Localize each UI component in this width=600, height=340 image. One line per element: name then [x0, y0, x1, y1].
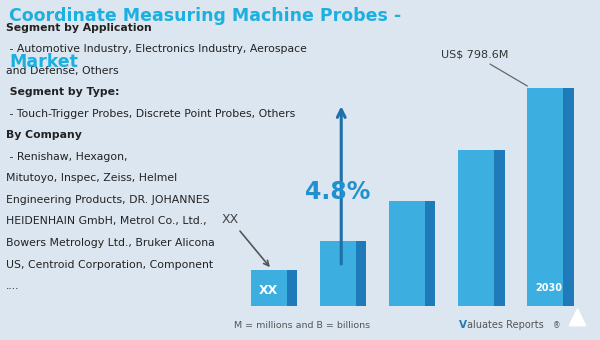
Bar [389, 201, 425, 306]
Polygon shape [287, 270, 297, 306]
Text: XX: XX [222, 213, 269, 266]
Polygon shape [425, 201, 436, 306]
Text: XX: XX [259, 284, 278, 297]
Text: M = millions and B = billions: M = millions and B = billions [234, 321, 370, 330]
Bar [320, 241, 356, 306]
Text: aluates Reports: aluates Reports [467, 320, 544, 330]
Text: ....: .... [6, 281, 19, 291]
Text: and Defense, Others: and Defense, Others [6, 66, 119, 76]
Text: Coordinate Measuring Machine Probes -: Coordinate Measuring Machine Probes - [9, 7, 401, 25]
Text: - Renishaw, Hexagon,: - Renishaw, Hexagon, [6, 152, 128, 162]
Bar [458, 150, 494, 306]
Text: ®: ® [553, 321, 561, 330]
Text: Segment by Application: Segment by Application [6, 22, 152, 33]
Text: Engineering Products, DR. JOHANNES: Engineering Products, DR. JOHANNES [6, 195, 209, 205]
Polygon shape [563, 88, 574, 306]
Text: 2030: 2030 [535, 283, 562, 293]
Polygon shape [569, 309, 586, 326]
Text: US$ 798.6M: US$ 798.6M [441, 50, 527, 86]
Text: By Company: By Company [6, 130, 82, 140]
Polygon shape [356, 241, 366, 306]
Text: - Touch-Trigger Probes, Discrete Point Probes, Others: - Touch-Trigger Probes, Discrete Point P… [6, 109, 295, 119]
Text: US, Centroid Corporation, Component: US, Centroid Corporation, Component [6, 259, 213, 270]
Bar [527, 88, 563, 306]
Text: V: V [459, 320, 467, 330]
Text: Market: Market [9, 53, 78, 71]
Text: Segment by Type:: Segment by Type: [6, 87, 119, 97]
Text: Bowers Metrology Ltd., Bruker Alicona: Bowers Metrology Ltd., Bruker Alicona [6, 238, 215, 248]
Text: Mitutoyo, Inspec, Zeiss, Helmel: Mitutoyo, Inspec, Zeiss, Helmel [6, 173, 177, 183]
Polygon shape [494, 150, 505, 306]
Text: 4.8%: 4.8% [305, 180, 371, 204]
Bar [251, 270, 287, 306]
Text: HEIDENHAIN GmbH, Metrol Co., Ltd.,: HEIDENHAIN GmbH, Metrol Co., Ltd., [6, 217, 206, 226]
Text: - Automotive Industry, Electronics Industry, Aerospace: - Automotive Industry, Electronics Indus… [6, 44, 307, 54]
